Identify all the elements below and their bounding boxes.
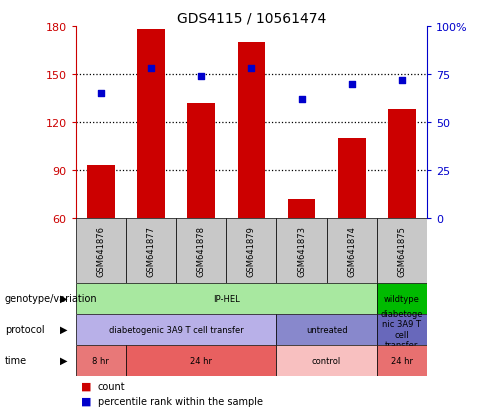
Title: GDS4115 / 10561474: GDS4115 / 10561474 [177, 12, 326, 26]
Text: ▶: ▶ [60, 293, 67, 304]
Bar [126, 345, 276, 376]
Bar [176, 219, 226, 283]
Point [247, 66, 255, 72]
Bar [377, 219, 427, 283]
Text: control: control [312, 356, 341, 365]
Bar [187, 104, 215, 219]
Bar [388, 110, 416, 219]
Bar [276, 219, 326, 283]
Text: ▶: ▶ [60, 355, 67, 366]
Bar [377, 345, 427, 376]
Point [348, 81, 356, 88]
Point [398, 77, 406, 84]
Bar [276, 345, 377, 376]
Text: 8 hr: 8 hr [92, 356, 109, 365]
Bar [76, 314, 276, 345]
Text: wildtype: wildtype [384, 294, 420, 303]
Text: GSM641873: GSM641873 [297, 225, 306, 276]
Text: GSM641878: GSM641878 [197, 225, 205, 276]
Bar [326, 219, 377, 283]
Point [97, 91, 104, 97]
Text: count: count [98, 381, 125, 391]
Text: GSM641876: GSM641876 [96, 225, 105, 276]
Text: diabetoge
nic 3A9 T
cell
transfer: diabetoge nic 3A9 T cell transfer [381, 309, 423, 349]
Bar [87, 166, 115, 219]
Text: ▶: ▶ [60, 324, 67, 335]
Bar [126, 219, 176, 283]
Text: GSM641879: GSM641879 [247, 225, 256, 276]
Bar [137, 30, 165, 219]
Text: GSM641874: GSM641874 [347, 225, 356, 276]
Text: percentile rank within the sample: percentile rank within the sample [98, 396, 263, 406]
Text: untreated: untreated [306, 325, 347, 334]
Text: ■: ■ [81, 396, 91, 406]
Bar [76, 345, 126, 376]
Bar [226, 219, 276, 283]
Text: ■: ■ [81, 381, 91, 391]
Text: time: time [5, 355, 27, 366]
Bar [377, 283, 427, 314]
Bar [276, 314, 377, 345]
Bar [338, 139, 366, 219]
Text: 24 hr: 24 hr [391, 356, 413, 365]
Bar [76, 219, 126, 283]
Text: IP-HEL: IP-HEL [213, 294, 240, 303]
Bar [238, 43, 265, 219]
Text: 24 hr: 24 hr [190, 356, 212, 365]
Text: GSM641877: GSM641877 [146, 225, 156, 276]
Text: genotype/variation: genotype/variation [5, 293, 98, 304]
Point [298, 97, 305, 103]
Point [147, 66, 155, 72]
Bar [288, 200, 315, 219]
Text: diabetogenic 3A9 T cell transfer: diabetogenic 3A9 T cell transfer [109, 325, 244, 334]
Point [197, 74, 205, 80]
Text: protocol: protocol [5, 324, 44, 335]
Bar [76, 283, 377, 314]
Bar [377, 314, 427, 345]
Text: GSM641875: GSM641875 [397, 225, 407, 276]
